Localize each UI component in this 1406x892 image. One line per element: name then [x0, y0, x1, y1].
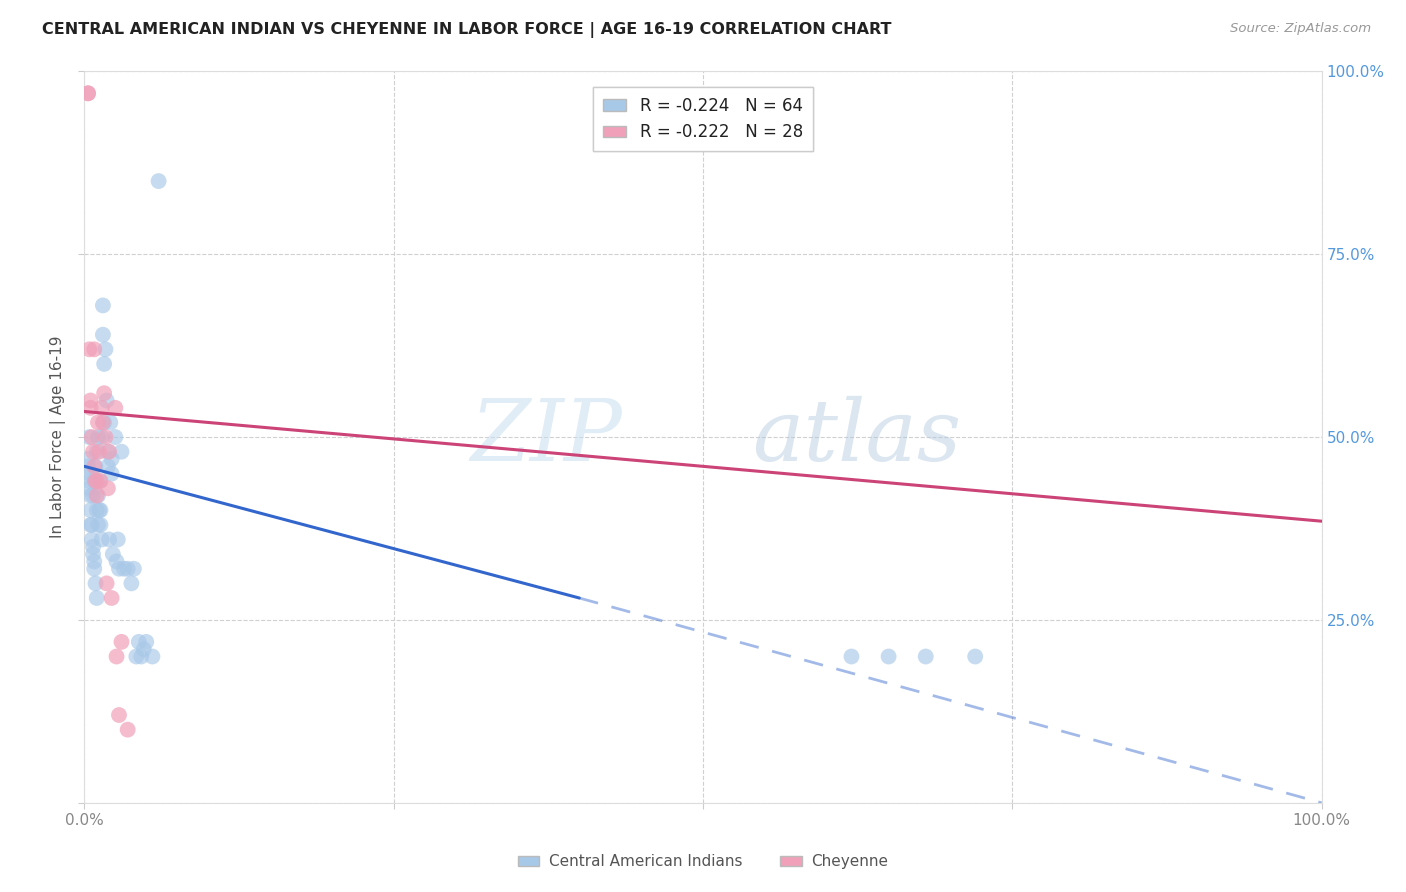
Point	[83, 343, 105, 357]
Point	[104, 430, 127, 444]
Point	[100, 467, 122, 481]
Text: CENTRAL AMERICAN INDIAN VS CHEYENNE IN LABOR FORCE | AGE 16-19 CORRELATION CHART: CENTRAL AMERICAN INDIAN VS CHEYENNE IN L…	[42, 22, 891, 38]
Point	[82, 547, 104, 561]
Point	[83, 562, 105, 576]
Legend: R = -0.224   N = 64, R = -0.222   N = 28: R = -0.224 N = 64, R = -0.222 N = 28	[593, 87, 813, 152]
Point	[122, 562, 145, 576]
Point	[965, 649, 987, 664]
Point	[135, 635, 157, 649]
Point	[84, 576, 107, 591]
Point	[82, 444, 104, 458]
Point	[96, 393, 118, 408]
Point	[91, 327, 114, 342]
Point	[97, 444, 120, 458]
Point	[87, 489, 110, 503]
Point	[100, 591, 122, 605]
Point	[90, 430, 112, 444]
Point	[841, 649, 863, 664]
Point	[80, 430, 103, 444]
Point	[148, 174, 170, 188]
Point	[89, 444, 111, 458]
Point	[79, 401, 101, 415]
Point	[89, 474, 111, 488]
Point	[98, 416, 121, 430]
Point	[84, 459, 107, 474]
Point	[83, 554, 105, 568]
Point	[128, 635, 150, 649]
Point	[98, 533, 121, 547]
Point	[89, 517, 111, 532]
Point	[83, 459, 105, 474]
Point	[79, 343, 101, 357]
Point	[86, 474, 108, 488]
Point	[117, 562, 139, 576]
Point	[91, 298, 114, 312]
Point	[914, 649, 936, 664]
Point	[129, 649, 152, 664]
Point	[86, 489, 108, 503]
Point	[93, 357, 115, 371]
Point	[96, 576, 118, 591]
Point	[93, 416, 115, 430]
Point	[87, 430, 110, 444]
Point	[117, 723, 139, 737]
Point	[80, 517, 103, 532]
Point	[97, 459, 120, 474]
Point	[83, 474, 105, 488]
Point	[100, 452, 122, 467]
Point	[110, 444, 132, 458]
Point	[77, 87, 100, 101]
Text: ZIP: ZIP	[471, 396, 623, 478]
Point	[77, 459, 100, 474]
Point	[80, 533, 103, 547]
Point	[90, 401, 112, 415]
Point	[98, 444, 121, 458]
Legend: Central American Indians, Cheyenne: Central American Indians, Cheyenne	[512, 848, 894, 875]
Point	[125, 649, 148, 664]
Point	[112, 562, 135, 576]
Point	[90, 533, 112, 547]
Point	[77, 452, 100, 467]
Point	[79, 489, 101, 503]
Point	[86, 591, 108, 605]
Point	[79, 517, 101, 532]
Point	[89, 503, 111, 517]
Point	[79, 430, 101, 444]
Point	[82, 489, 104, 503]
Point	[86, 503, 108, 517]
Point	[89, 474, 111, 488]
Point	[91, 416, 114, 430]
Point	[101, 547, 124, 561]
Point	[97, 481, 120, 495]
Point	[107, 533, 129, 547]
Text: atlas: atlas	[752, 396, 962, 478]
Point	[108, 708, 131, 723]
Point	[104, 401, 127, 415]
Point	[87, 517, 110, 532]
Point	[87, 416, 110, 430]
Point	[877, 649, 900, 664]
Point	[93, 386, 115, 401]
Point	[79, 503, 101, 517]
Point	[141, 649, 163, 664]
Point	[79, 393, 101, 408]
Y-axis label: In Labor Force | Age 16-19: In Labor Force | Age 16-19	[49, 335, 66, 539]
Point	[79, 474, 101, 488]
Point	[120, 576, 142, 591]
Point	[79, 467, 101, 481]
Point	[105, 649, 128, 664]
Point	[82, 540, 104, 554]
Point	[89, 503, 111, 517]
Point	[94, 343, 117, 357]
Point	[77, 87, 100, 101]
Point	[84, 474, 107, 488]
Point	[108, 562, 131, 576]
Point	[105, 554, 128, 568]
Point	[110, 635, 132, 649]
Point	[94, 430, 117, 444]
Text: Source: ZipAtlas.com: Source: ZipAtlas.com	[1230, 22, 1371, 36]
Point	[79, 481, 101, 495]
Point	[86, 444, 108, 458]
Point	[132, 642, 155, 657]
